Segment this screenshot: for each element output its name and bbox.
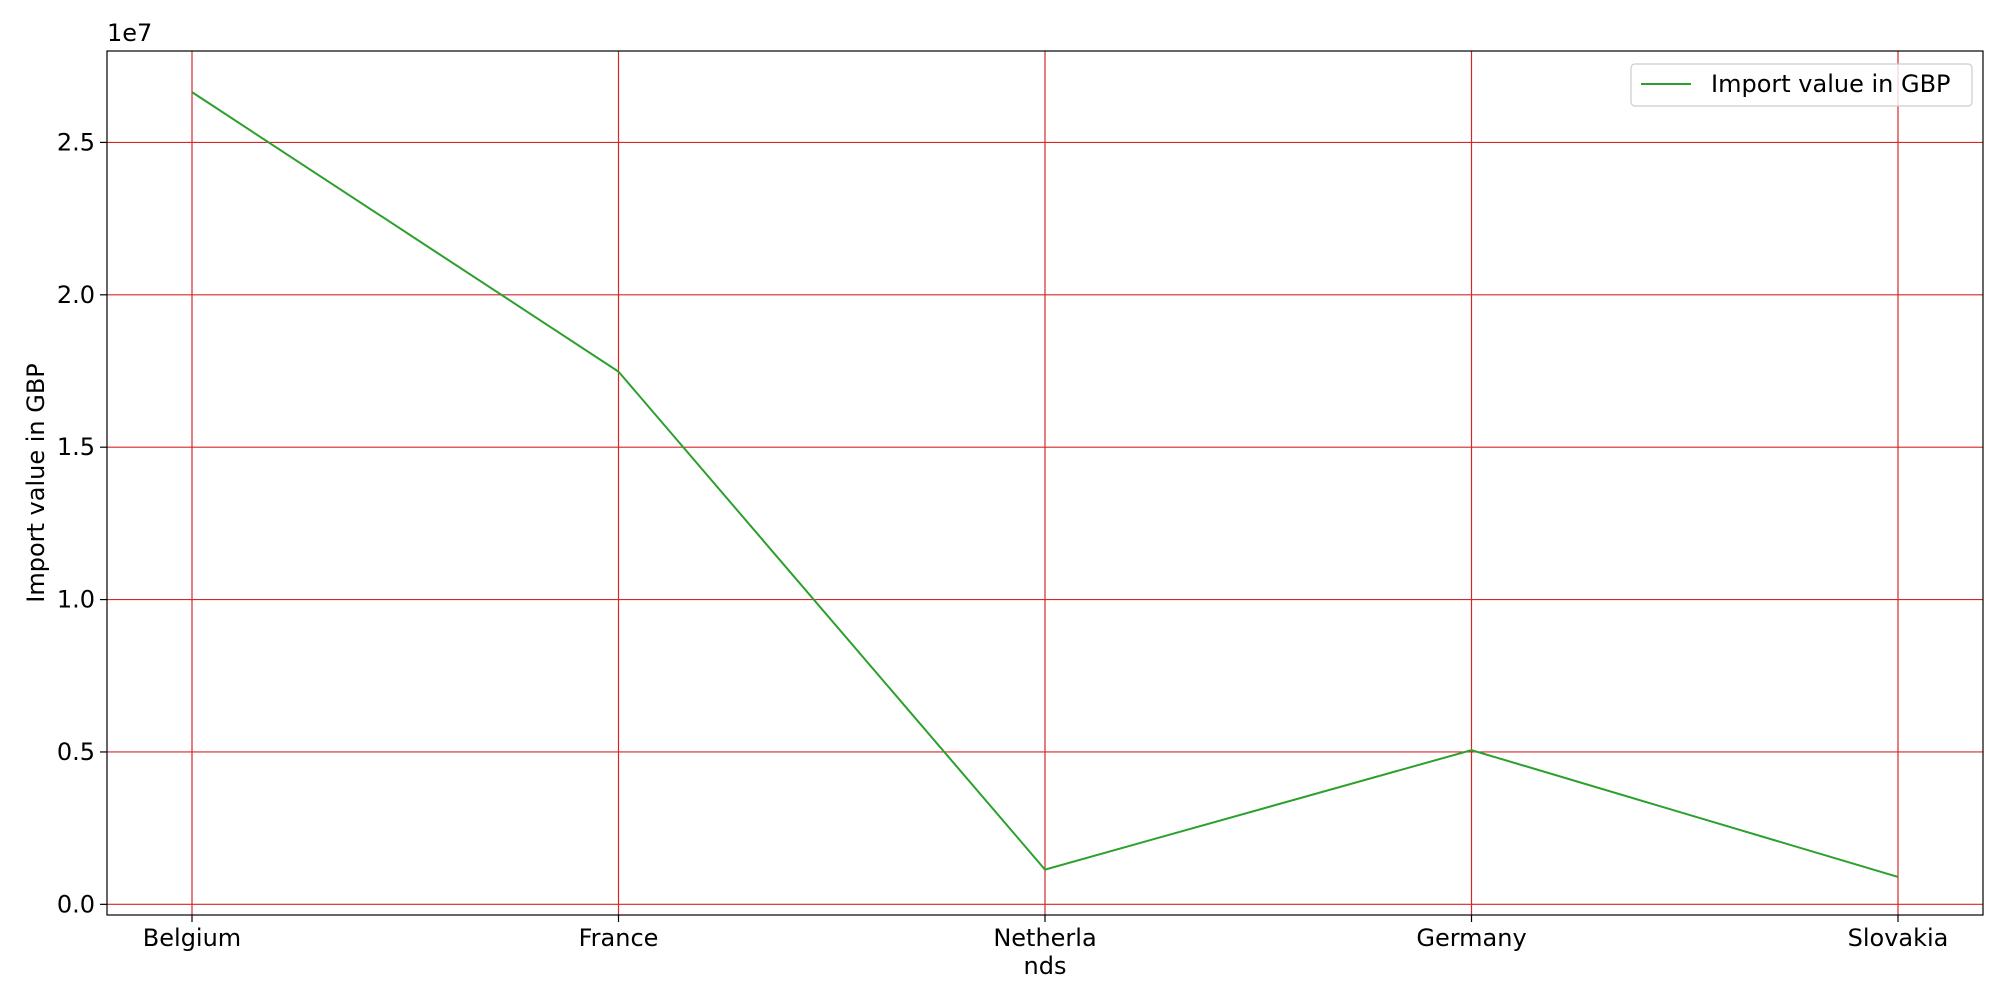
y-tick-label: 2.5	[57, 128, 95, 156]
x-tick-label-line: France	[579, 924, 659, 952]
x-tick-label-line: nds	[1024, 952, 1067, 980]
y-axis-label: Import value in GBP	[22, 363, 50, 603]
y-axis-offset-label: 1e7	[107, 19, 152, 47]
x-tick-label: Germany	[1416, 924, 1526, 952]
y-tick-label: 0.0	[57, 890, 95, 918]
legend-label: Import value in GBP	[1711, 70, 1951, 98]
x-tick-label: France	[579, 924, 659, 952]
legend: Import value in GBP	[1631, 64, 1972, 106]
x-tick-label: Belgium	[143, 924, 241, 952]
grid-layer	[107, 51, 1983, 915]
y-tick-label: 2.0	[57, 281, 95, 309]
x-tick-label-line: Germany	[1416, 924, 1526, 952]
y-tick-label: 1.0	[57, 586, 95, 614]
x-tick-label-line: Belgium	[143, 924, 241, 952]
y-tick-label: 0.5	[57, 738, 95, 766]
x-tick-label-line: Netherla	[993, 924, 1096, 952]
y-tick-label: 1.5	[57, 433, 95, 461]
x-tick-label-line: Slovakia	[1848, 924, 1949, 952]
x-tick-label: Slovakia	[1848, 924, 1949, 952]
